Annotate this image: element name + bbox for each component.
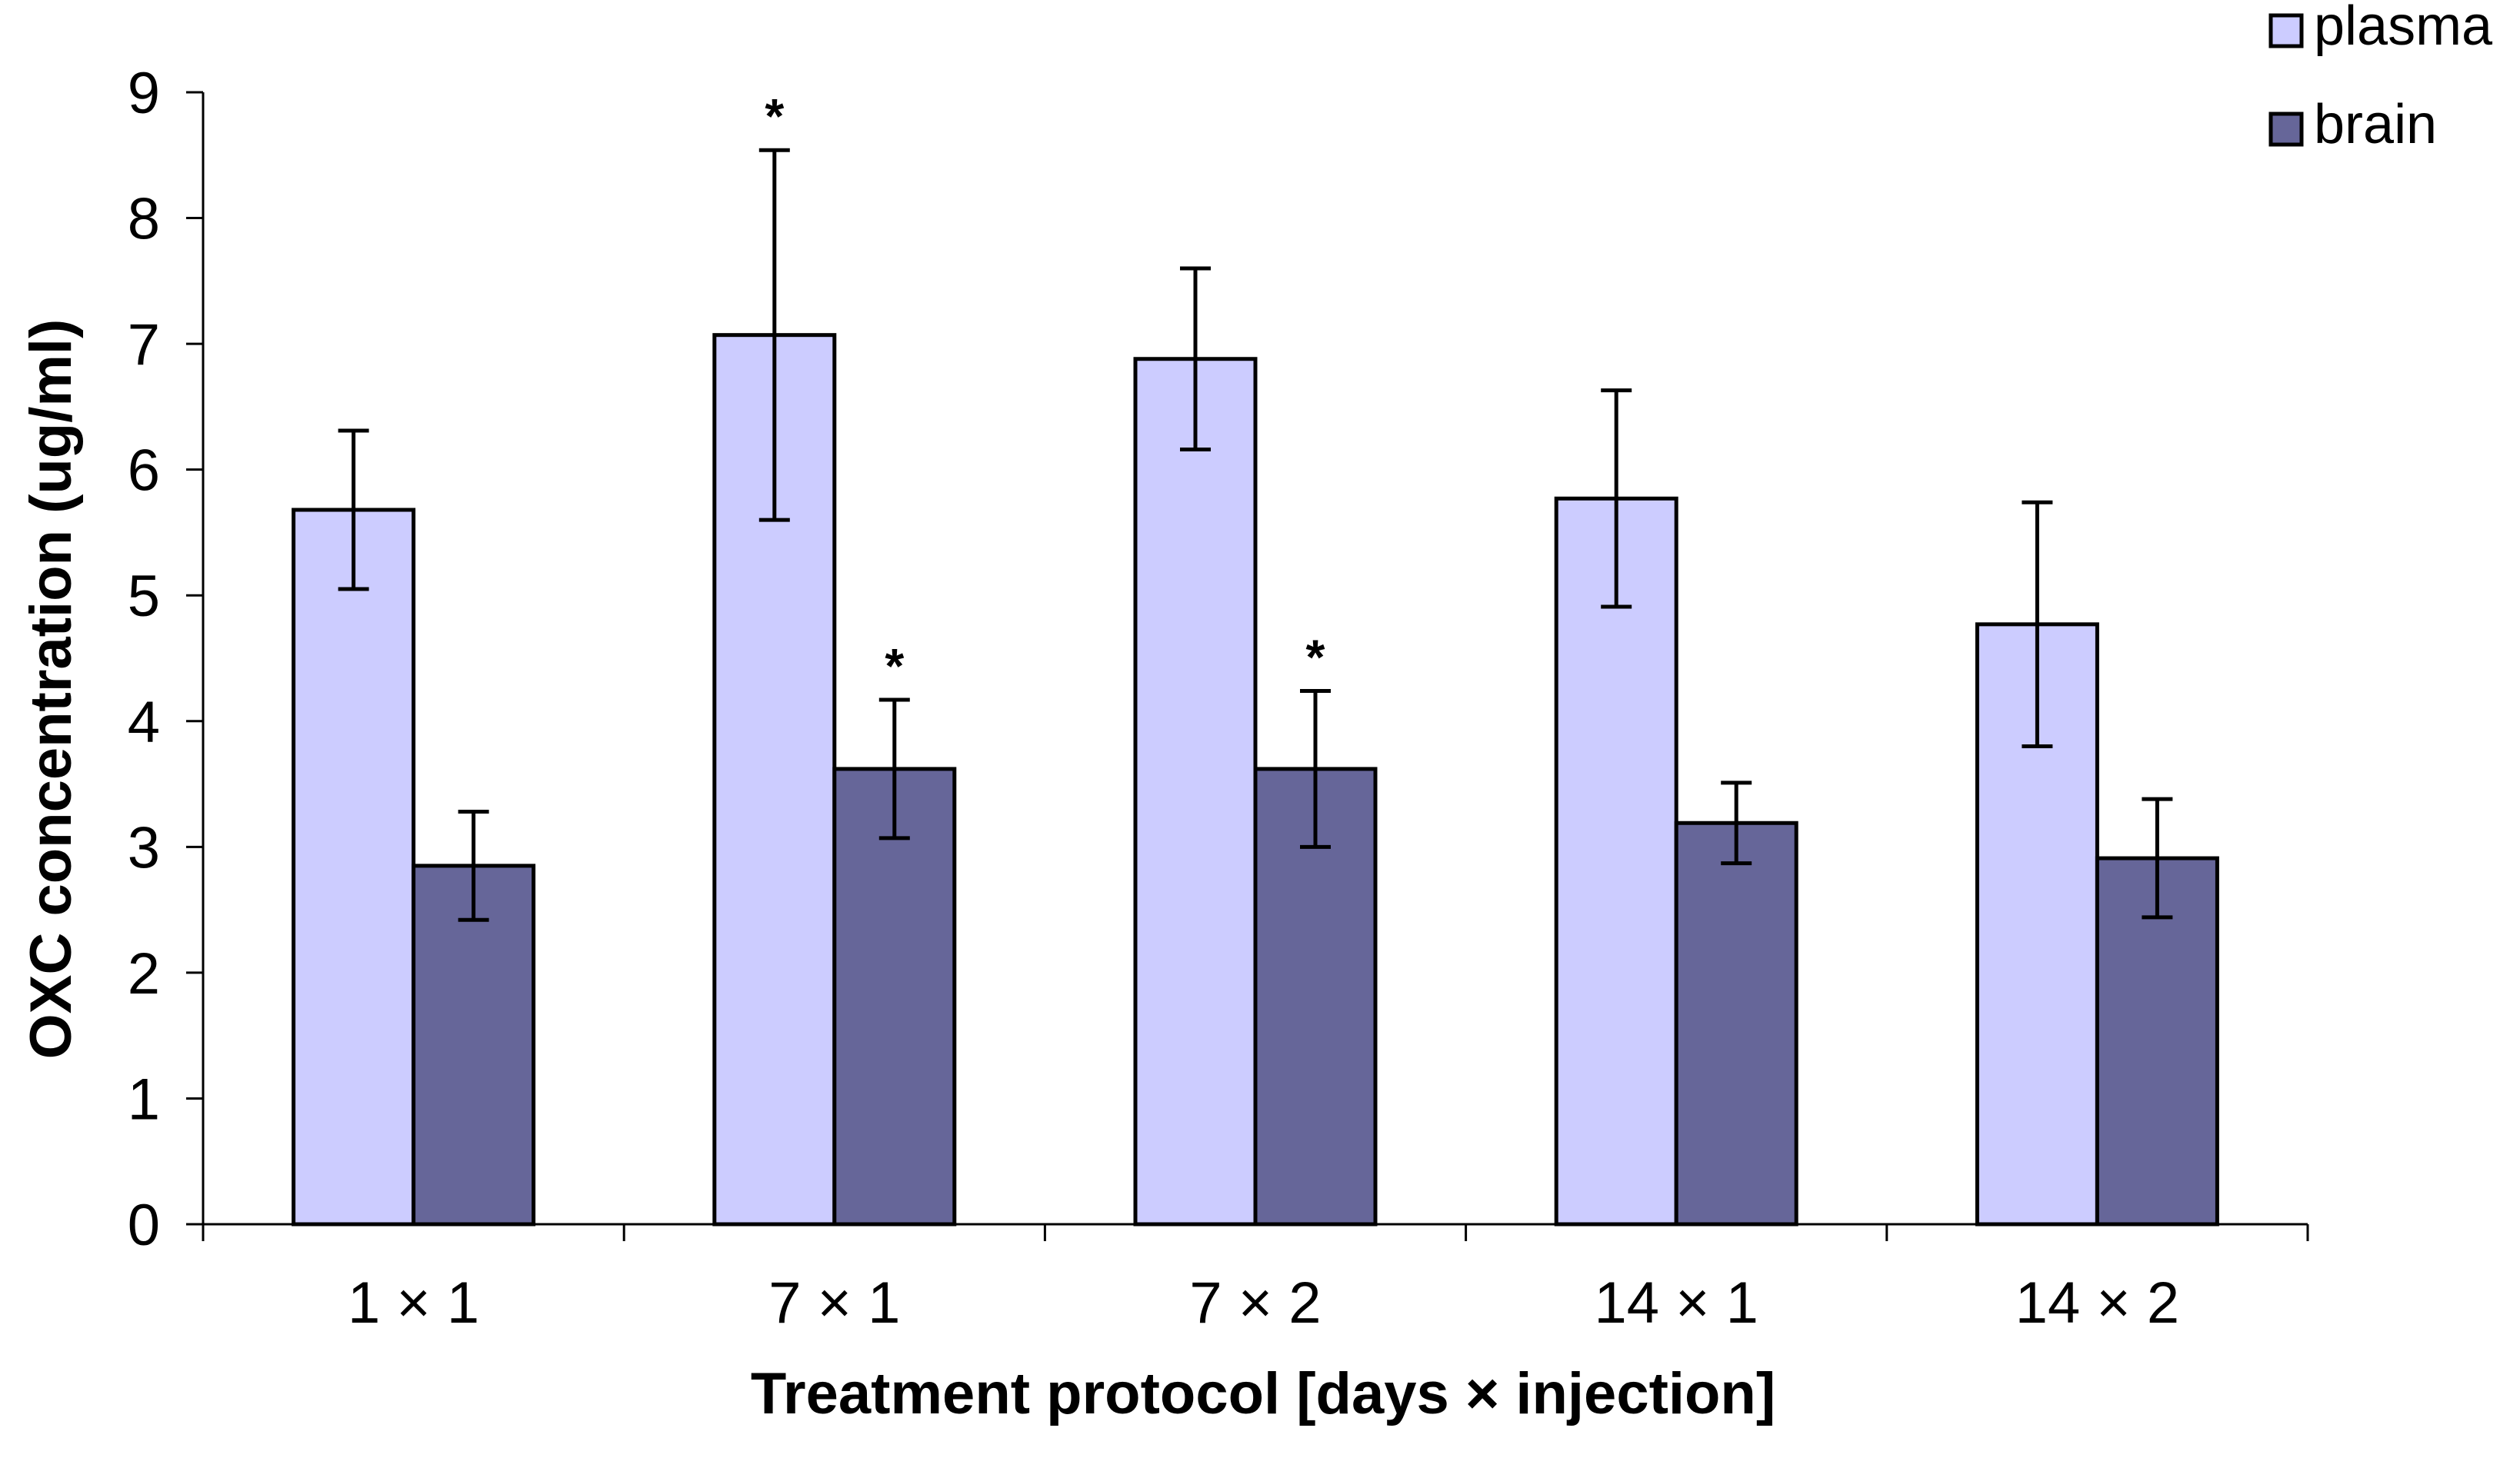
significance-asterisk: * (765, 88, 784, 144)
y-tick-label: 6 (128, 438, 160, 504)
significance-asterisk: * (1306, 630, 1325, 685)
y-tick-label: 9 (128, 61, 160, 126)
legend: plasma brain (2268, 0, 2493, 155)
y-tick-label: 0 (128, 1193, 160, 1258)
y-tick-label: 7 (128, 312, 160, 378)
legend-swatch-brain (2268, 112, 2304, 147)
bar-brain (832, 767, 957, 1227)
legend-label-brain: brain (2314, 94, 2437, 155)
y-axis-ticks: 0 1 2 3 4 5 6 7 8 9 (128, 61, 203, 1258)
y-tick-label: 4 (128, 690, 160, 755)
x-tick-label: 14 × 2 (2015, 1270, 2179, 1336)
x-tick-label: 7 × 1 (768, 1270, 900, 1336)
bar-plasma (292, 508, 416, 1227)
x-tick-label: 1 × 1 (348, 1270, 479, 1336)
bar-brain (412, 864, 536, 1227)
y-tick-label: 5 (128, 564, 160, 629)
y-tick-label: 3 (128, 815, 160, 880)
legend-label-plasma: plasma (2314, 0, 2493, 57)
x-tick-label: 14 × 1 (1594, 1270, 1758, 1336)
y-tick-label: 1 (128, 1067, 160, 1132)
x-tick-label: 7 × 2 (1189, 1270, 1321, 1336)
bar-brain (1674, 821, 1798, 1227)
error-bars (338, 148, 2173, 922)
x-axis-title: Treatment protocol [days × injection] (751, 1361, 1775, 1426)
significance-markers: * * * (765, 88, 1325, 694)
y-axis-title: OXC concentration (ug/ml) (18, 319, 84, 1060)
y-tick-label: 2 (128, 941, 160, 1007)
y-tick-label: 8 (128, 187, 160, 252)
bar-plasma (1133, 357, 1258, 1227)
x-axis-ticks: 1 × 1 7 × 1 7 × 2 14 × 1 14 × 2 (202, 1224, 2309, 1336)
significance-asterisk: * (885, 638, 904, 694)
bars (292, 333, 2219, 1227)
legend-swatch-plasma (2268, 13, 2304, 48)
